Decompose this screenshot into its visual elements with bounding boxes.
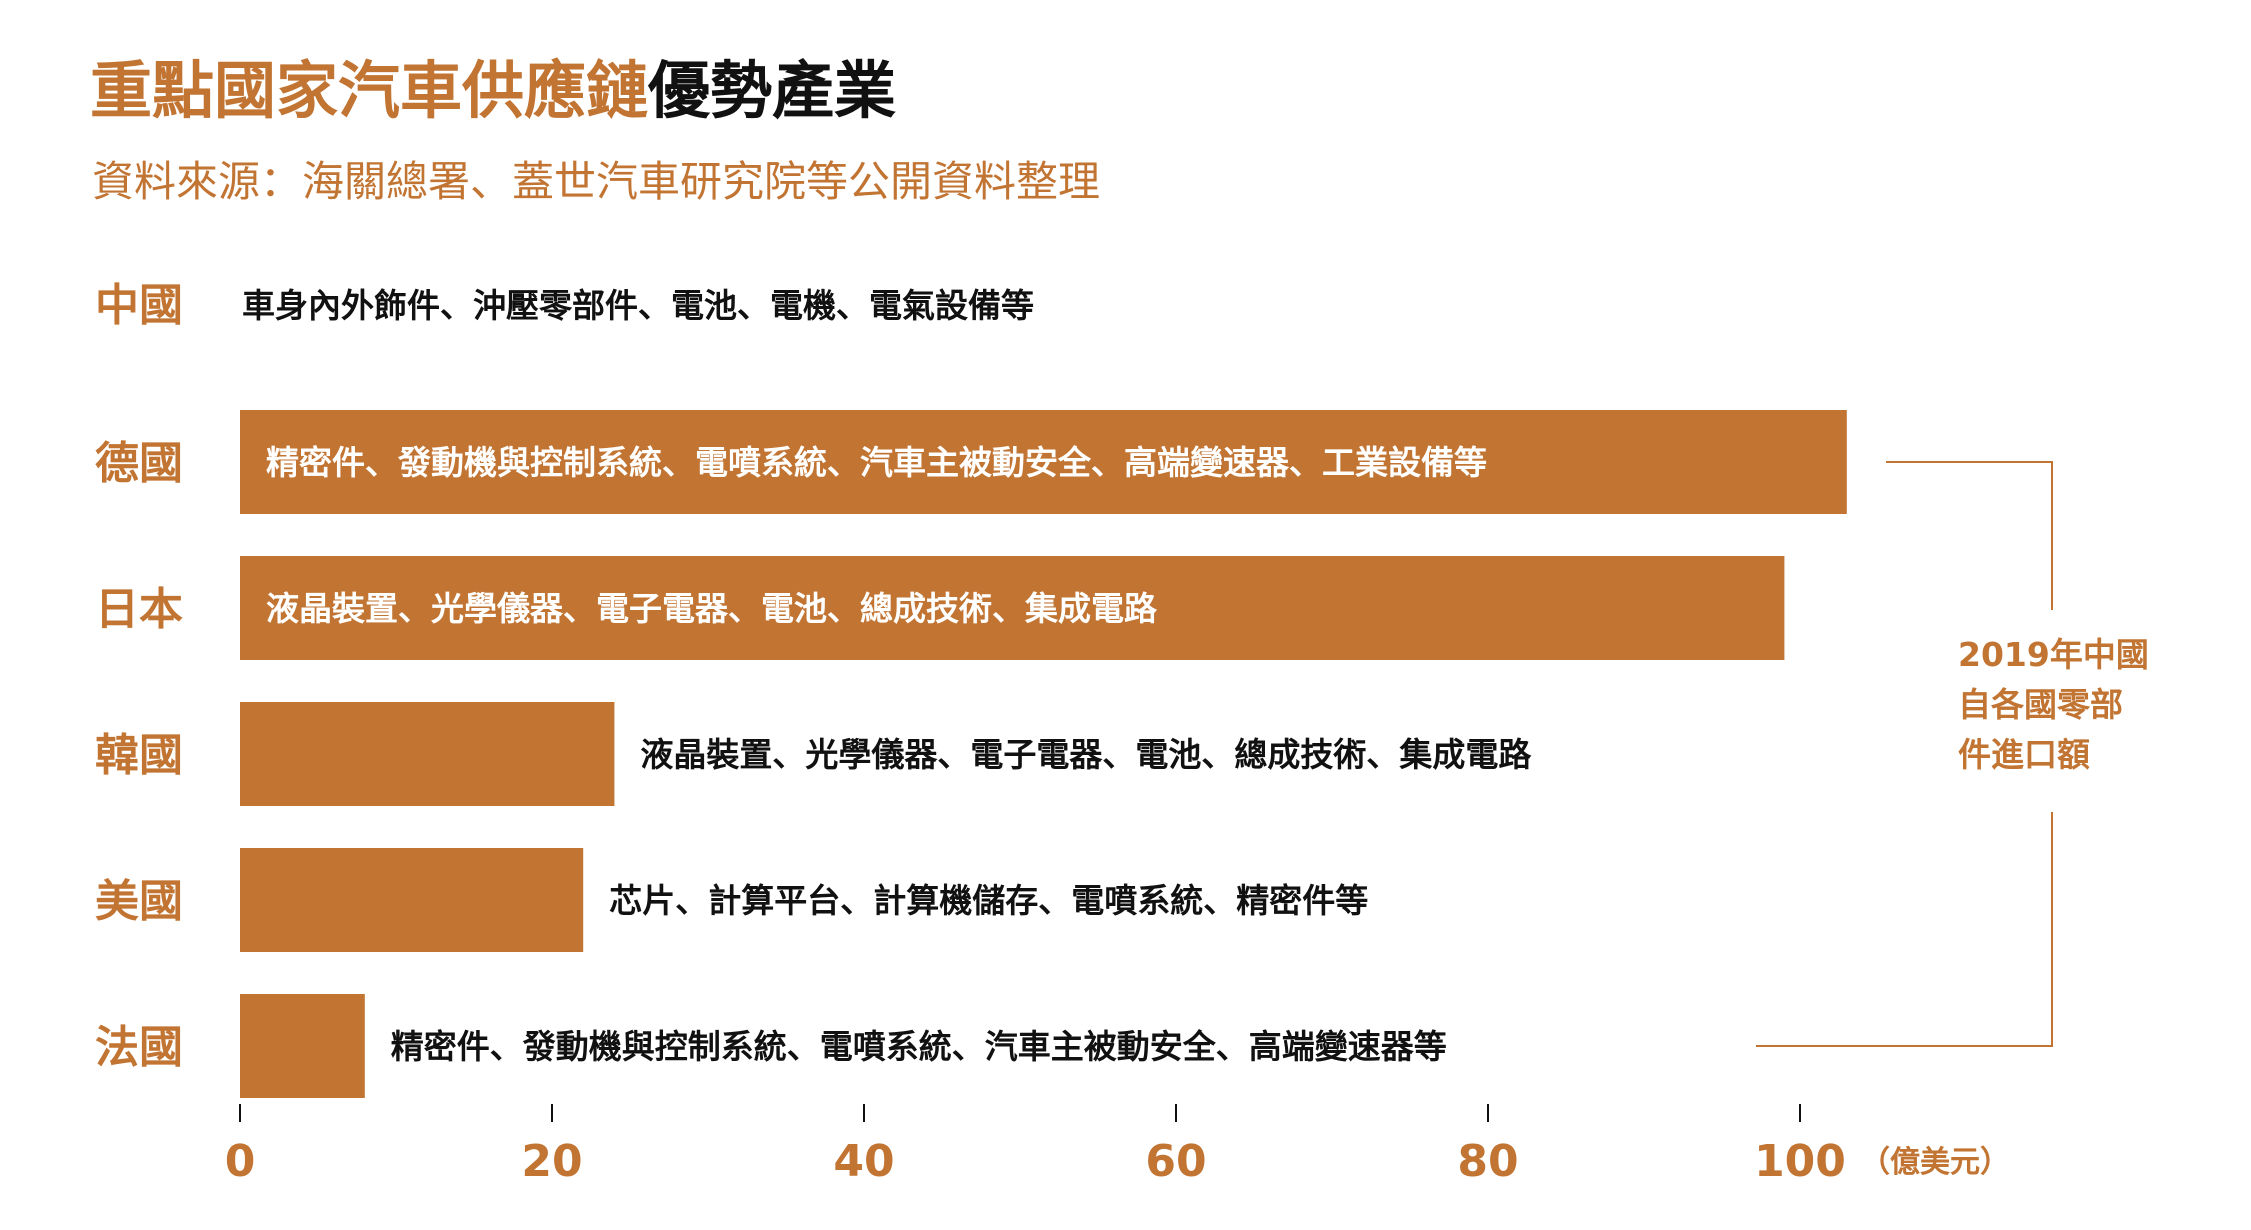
annotation-bracket: 2019年中國 自各國零部 件進口額 bbox=[1756, 461, 2149, 1047]
category-label: 韓國 bbox=[95, 730, 183, 781]
source-note: 資料來源：海關總署、蓋世汽車研究院等公開資料整理 bbox=[92, 157, 1100, 206]
bar bbox=[240, 994, 365, 1098]
bracket-top-line bbox=[1886, 461, 2053, 610]
tick-label: 20 bbox=[521, 1136, 582, 1187]
bar bbox=[240, 702, 615, 806]
bar-description: 液晶裝置、光學儀器、電子電器、電池、總成技術、集成電路 bbox=[640, 735, 1532, 774]
category-label: 德國 bbox=[95, 438, 183, 489]
tick-label: 0 bbox=[225, 1136, 256, 1187]
bar-description: 精密件、發動機與控制系統、電噴系統、汽車主被動安全、高端變速器、工業設備等 bbox=[266, 443, 1487, 482]
bracket-bottom-line bbox=[1756, 812, 2053, 1047]
category-label: 法國 bbox=[95, 1022, 183, 1073]
annotation-line-1: 2019年中國 bbox=[1958, 635, 2149, 674]
tick-label: 100 bbox=[1754, 1136, 1846, 1187]
tick-label: 60 bbox=[1145, 1136, 1206, 1187]
annotation-line-2: 自各國零部 bbox=[1958, 685, 2123, 724]
unit-label: （億美元） bbox=[1860, 1145, 2010, 1180]
bar-description: 芯片、計算平台、計算機儲存、電噴系統、精密件等 bbox=[609, 881, 1368, 920]
tick-label: 40 bbox=[833, 1136, 894, 1187]
bar bbox=[240, 410, 1847, 514]
category-label: 美國 bbox=[95, 876, 183, 927]
bar bbox=[240, 556, 1785, 660]
china-label: 中國 bbox=[95, 280, 183, 331]
bars-group: 德國 精密件、發動機與控制系統、電噴系統、汽車主被動安全、高端變速器、工業設備等日… bbox=[95, 410, 1847, 1098]
bar-description: 精密件、發動機與控制系統、電噴系統、汽車主被動安全、高端變速器等 bbox=[391, 1027, 1447, 1066]
tick-label: 80 bbox=[1457, 1136, 1518, 1187]
annotation-line-3: 件進口額 bbox=[1958, 735, 2090, 774]
bar bbox=[240, 848, 584, 952]
title-part-2: 優勢產業 bbox=[647, 54, 896, 127]
china-description: 車身內外飾件、沖壓零部件、電池、電機、電氣設備等 bbox=[242, 286, 1034, 325]
category-label: 日本 bbox=[95, 584, 183, 635]
x-axis: 0 20 40 60 80 100 （億美元） bbox=[225, 1104, 2010, 1187]
chart-title: 重點國家汽車供應鏈優勢產業 bbox=[90, 54, 896, 127]
bar-description: 液晶裝置、光學儀器、電子電器、電池、總成技術、集成電路 bbox=[266, 589, 1158, 628]
title-part-1: 重點國家汽車供應鏈 bbox=[90, 54, 648, 127]
